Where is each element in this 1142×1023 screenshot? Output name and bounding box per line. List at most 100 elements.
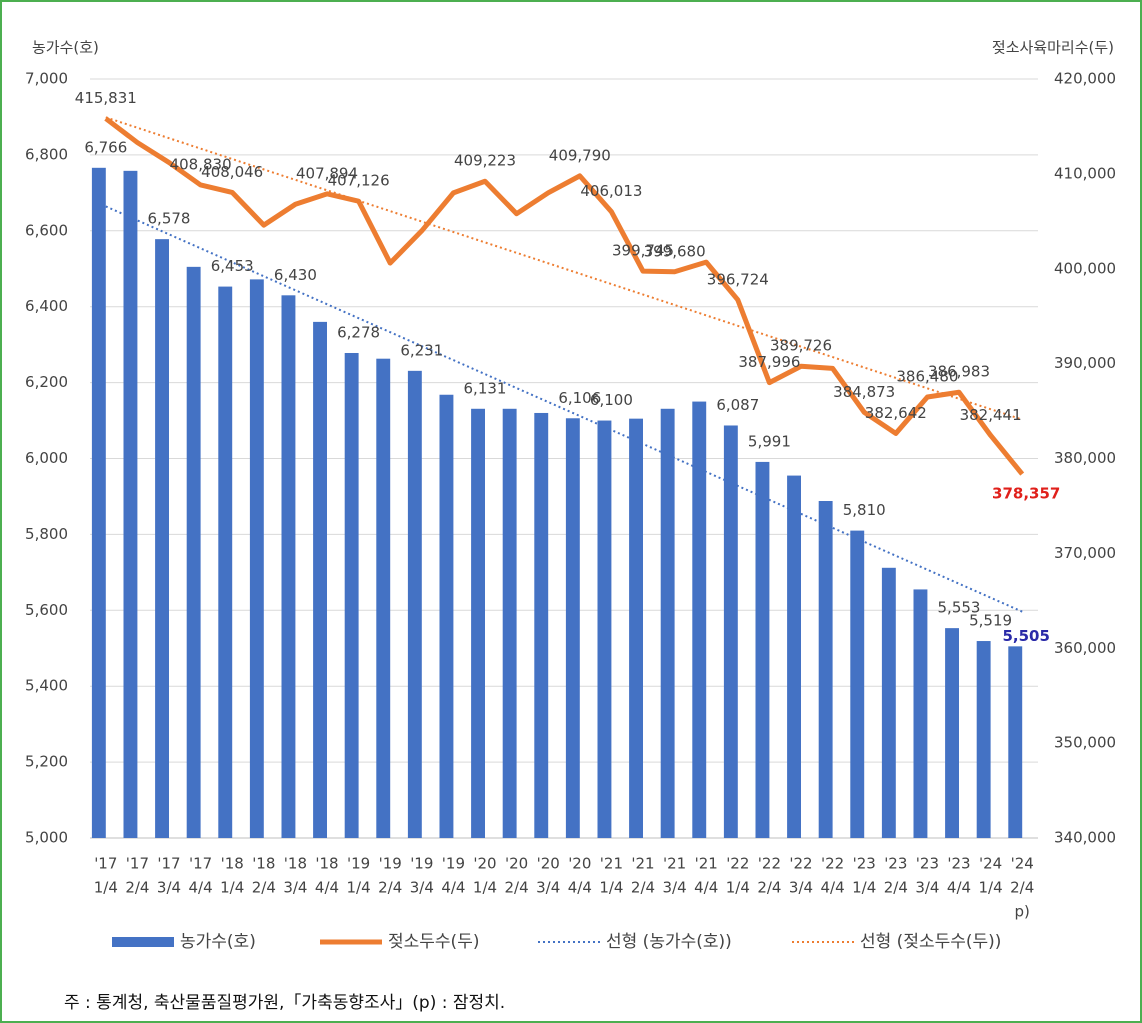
x-tick-label: 1/4: [599, 879, 623, 897]
bar: [755, 461, 770, 838]
data-label: 409,223: [454, 152, 516, 170]
trendline: [105, 116, 1023, 421]
x-tick-label: '21: [663, 855, 686, 873]
data-label: 399,745: [612, 242, 674, 260]
x-tick-label: 3/4: [157, 879, 181, 897]
y-tick-label: 6,600: [25, 221, 68, 239]
x-tick-label: 4/4: [694, 879, 718, 897]
x-tick-label: 2/4: [1010, 879, 1034, 897]
x-tick-label: '18: [221, 855, 244, 873]
data-label: 6,430: [274, 266, 317, 284]
y-tick-label: 5,200: [25, 753, 68, 771]
x-tick-label: '21: [631, 855, 654, 873]
x-tick-label: 1/4: [473, 879, 497, 897]
x-tick-label: 3/4: [283, 879, 307, 897]
y-tick-label: 6,200: [25, 373, 68, 391]
y2-tick-label: 340,000: [1054, 829, 1116, 847]
x-tick-label: '23: [947, 855, 970, 873]
x-tick-label: 3/4: [536, 879, 560, 897]
data-label: 378,357: [992, 485, 1060, 503]
data-label: 387,996: [738, 353, 800, 371]
chart: 농가수(호) 젖소사육마리수(두) 5,000 5,200 5,400 5,600 5,…: [25, 39, 1116, 953]
y-axis-title: 농가수(호): [32, 39, 99, 57]
y2-tick-label: 370,000: [1054, 544, 1116, 562]
bar: [692, 401, 707, 838]
y2-tick-label: 380,000: [1054, 449, 1116, 467]
x-tick-label: 2/4: [757, 879, 781, 897]
legend-label: 젖소두수(두): [388, 932, 479, 952]
x-tick-label: '22: [758, 855, 781, 873]
legend-label: 선형 (젖소두수(두)): [860, 932, 1001, 952]
bar: [407, 370, 422, 838]
bar: [376, 358, 391, 838]
x-tick-label: '22: [726, 855, 749, 873]
x-tick-label: '17: [126, 855, 149, 873]
x-tick-label: 3/4: [410, 879, 434, 897]
bar: [597, 420, 612, 838]
data-label: 415,831: [75, 89, 137, 107]
y-tick-label: 7,000: [25, 70, 68, 88]
bar: [249, 279, 264, 839]
data-label: 382,441: [960, 406, 1022, 424]
x-tick-label: '23: [916, 855, 939, 873]
footnote: 주 : 통계청, 축산물품질평가원,「가축동향조사」(p) : 잠정치.: [64, 993, 506, 1013]
data-label: 382,642: [865, 404, 927, 422]
data-label: 6,278: [337, 323, 380, 341]
y-tick-label: 6,400: [25, 297, 68, 315]
bar: [913, 589, 928, 838]
x-tick-label: 4/4: [821, 879, 845, 897]
y2-tick-label: 390,000: [1054, 354, 1116, 372]
x-tick-label: '17: [157, 855, 180, 873]
x-tick-label: '18: [315, 855, 338, 873]
x-tick-label: 2/4: [378, 879, 402, 897]
x-tick-label: 2/4: [505, 879, 529, 897]
x-tick-label: '17: [189, 855, 212, 873]
data-label: 406,013: [580, 182, 642, 200]
y2-tick-label: 360,000: [1054, 639, 1116, 657]
x-tick-label: '20: [568, 855, 591, 873]
data-label: 6,578: [148, 210, 191, 228]
bar: [471, 408, 485, 838]
data-label: 6,131: [464, 379, 507, 397]
legend-label: 선형 (농가수(호)): [606, 932, 732, 952]
x-tick-label: 2/4: [252, 879, 276, 897]
data-label: 409,790: [549, 146, 611, 164]
y2-tick-label: 400,000: [1054, 259, 1116, 277]
bar: [976, 641, 991, 838]
x-tick-label: '24: [1011, 855, 1034, 873]
legend-label: 농가수(호): [180, 932, 256, 952]
y-tick-label: 5,600: [25, 601, 68, 619]
bar: [155, 239, 169, 839]
trendline: [105, 205, 1023, 613]
bar: [281, 295, 296, 838]
x-tick-label: 1/4: [726, 879, 750, 897]
x-tick-label: '19: [379, 855, 402, 873]
x-tick-label: 1/4: [347, 879, 371, 897]
x-tick-label: '20: [537, 855, 560, 873]
x-tick-label: 2/4: [884, 879, 908, 897]
x-tick-label: '23: [853, 855, 876, 873]
x-tick-label: '18: [284, 855, 307, 873]
data-label: 386,983: [928, 363, 990, 381]
data-label: 386,480: [896, 368, 958, 386]
bar: [218, 286, 233, 838]
data-label: 5,810: [843, 501, 886, 519]
bar: [565, 418, 580, 838]
x-tick-label: 2/4: [631, 879, 655, 897]
x-tick-label: 1/4: [220, 879, 244, 897]
x-tick-label: 1/4: [94, 879, 118, 897]
data-label: 6,453: [211, 257, 254, 275]
y-tick-label: 5,800: [25, 525, 68, 543]
y-tick-label: 5,400: [25, 677, 68, 695]
data-label: 399,680: [644, 242, 706, 260]
data-label: 6,106: [558, 389, 601, 407]
bar: [945, 628, 959, 838]
data-label: 408,046: [201, 163, 263, 181]
data-label: 396,724: [707, 270, 769, 288]
bar: [313, 321, 327, 838]
bar: [629, 418, 643, 838]
x-tick-label: 3/4: [915, 879, 939, 897]
x-tick-label: 1/4: [852, 879, 876, 897]
bar: [123, 170, 138, 839]
x-tick-label: 4/4: [315, 879, 339, 897]
